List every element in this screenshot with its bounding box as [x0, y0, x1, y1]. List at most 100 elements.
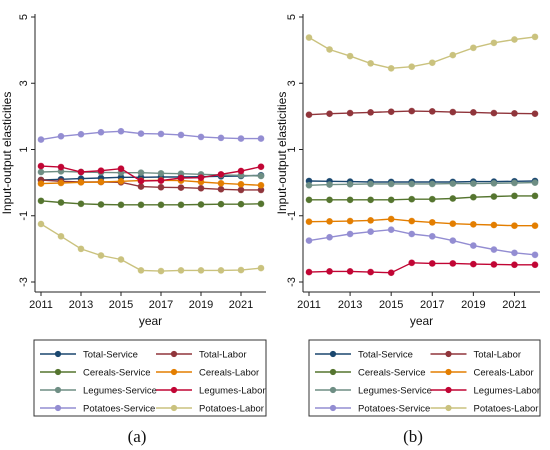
- data-point: [408, 180, 416, 188]
- data-point: [408, 195, 416, 203]
- data-point: [177, 184, 185, 191]
- series-line: [40, 200, 262, 206]
- data-point: [367, 109, 375, 116]
- data-point: [117, 201, 125, 209]
- y-tick-label: 5: [286, 14, 298, 20]
- data-point: [177, 201, 185, 209]
- data-point: [237, 135, 245, 142]
- data-point: [57, 199, 65, 206]
- y-tick-label: 5: [18, 14, 30, 20]
- data-point: [137, 183, 145, 190]
- legend-item: Cereals-Labor: [156, 368, 259, 379]
- data-point: [428, 260, 436, 267]
- legend-item: Potatoes-Labor: [430, 404, 539, 415]
- data-point: [367, 268, 375, 276]
- legend-label: Potatoes-Labor: [474, 404, 539, 415]
- x-tick-label: 2019: [189, 299, 213, 311]
- x-tick-label: 2017: [420, 299, 444, 311]
- y-tick-label: 1: [286, 146, 298, 152]
- data-point: [511, 192, 518, 200]
- data-point: [217, 134, 225, 142]
- legend-label: Legumes-Labor: [474, 386, 541, 397]
- data-point: [531, 222, 539, 230]
- legend-item: Potatoes-Service: [40, 404, 155, 415]
- data-point: [469, 44, 477, 52]
- data-point: [326, 46, 333, 53]
- data-point: [428, 180, 436, 188]
- data-point: [346, 180, 354, 188]
- data-point: [511, 249, 518, 257]
- data-point: [157, 130, 165, 138]
- legend-item: Legumes-Labor: [430, 386, 541, 397]
- data-point: [511, 109, 518, 117]
- x-tick-label: 2015: [379, 299, 403, 311]
- data-point: [387, 226, 395, 234]
- data-point: [469, 193, 477, 201]
- y-axis-label: Input-output elasticities: [275, 92, 289, 215]
- data-point: [305, 111, 313, 119]
- data-point: [197, 174, 205, 182]
- series-legumes-labor: [305, 259, 539, 277]
- data-point: [469, 260, 477, 268]
- data-point: [449, 180, 457, 188]
- data-point: [326, 181, 333, 189]
- data-point: [117, 256, 125, 263]
- data-point: [77, 200, 85, 208]
- data-point: [177, 174, 185, 182]
- data-point: [428, 232, 436, 240]
- series-cereals-labor: [305, 215, 539, 230]
- data-point: [197, 133, 205, 141]
- data-point: [449, 195, 457, 202]
- data-point: [305, 237, 313, 244]
- series-line: [40, 130, 261, 141]
- data-point: [511, 222, 518, 230]
- data-point: [490, 246, 498, 253]
- data-point: [346, 109, 354, 117]
- data-point: [97, 128, 105, 136]
- data-point: [237, 167, 245, 175]
- data-point: [531, 251, 539, 259]
- y-tick-label: -3: [18, 277, 30, 287]
- legend-label: Potatoes-Labor: [199, 404, 264, 415]
- x-axis-label: year: [139, 314, 162, 328]
- data-point: [37, 220, 45, 228]
- legend-label: Total-Labor: [474, 350, 522, 361]
- data-point: [428, 218, 436, 226]
- series-line: [308, 218, 535, 227]
- series-line: [40, 174, 262, 181]
- legend-swatch-marker: [54, 368, 62, 376]
- x-axis-label: year: [410, 314, 433, 328]
- series-potatoes-service: [305, 226, 539, 259]
- data-point: [237, 266, 245, 274]
- data-point: [346, 52, 354, 60]
- x-tick-label: 2011: [297, 299, 321, 311]
- data-point: [449, 237, 457, 244]
- data-point: [511, 261, 518, 269]
- legend-label: Total-Service: [83, 350, 138, 361]
- data-point: [346, 267, 354, 275]
- y-axis-label: Input-output elasticities: [0, 92, 14, 215]
- data-point: [217, 267, 225, 274]
- series-line: [309, 195, 535, 201]
- data-point: [137, 177, 145, 185]
- data-point: [326, 196, 333, 204]
- x-tick-label: 2021: [502, 299, 526, 311]
- data-point: [57, 163, 65, 171]
- data-point: [490, 221, 498, 229]
- series-cereals-service: [305, 192, 539, 204]
- legend-swatch-marker: [329, 350, 337, 358]
- data-point: [305, 196, 313, 204]
- series-legumes-labor: [37, 162, 265, 185]
- data-point: [387, 180, 395, 188]
- data-point: [237, 180, 245, 188]
- legend-swatch-marker: [445, 368, 452, 376]
- data-point: [157, 183, 165, 191]
- data-point: [490, 39, 498, 47]
- legend-item: Potatoes-Labor: [156, 404, 264, 415]
- data-point: [490, 179, 498, 187]
- data-point: [469, 180, 477, 188]
- y-tick-label: -1: [18, 211, 30, 221]
- data-point: [237, 186, 245, 194]
- data-point: [237, 200, 245, 208]
- data-point: [387, 215, 395, 223]
